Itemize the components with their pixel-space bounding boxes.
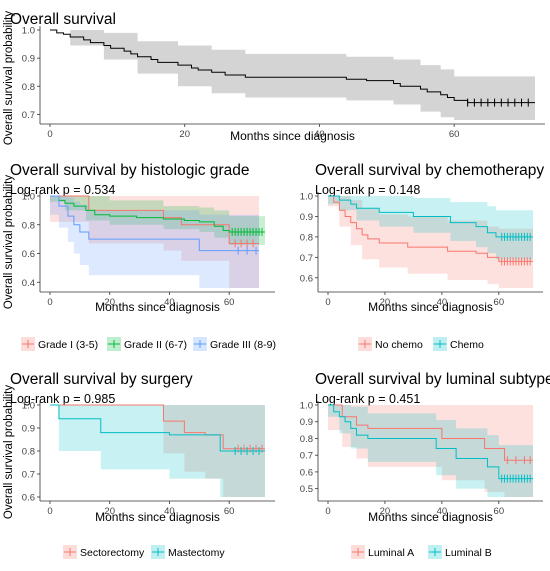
y-axis-label: Overall survival probability [3,11,15,145]
y-tick-label: 0.6 [300,467,313,478]
legend-label: Luminal A [368,547,414,559]
panel-title: Overall survival by histologic grade [10,162,250,179]
y-tick-label: 0.5 [300,484,313,495]
x-axis-label: Months since diagnosis [230,129,355,143]
y-tick-label: 0.9 [22,54,35,65]
x-tick-label: 60 [494,297,505,308]
legend-label: Grade III (8-9) [210,339,276,351]
x-axis-label: Months since diagnosis [95,510,220,524]
x-tick-label: 40 [437,297,448,308]
x-tick-label: 40 [314,129,325,140]
y-tick-label: 1.0 [22,401,35,412]
survival-line-chemo [328,195,533,238]
y-tick-label: 0.8 [22,220,35,231]
y-tick-label: 0.8 [300,434,313,445]
legend-label: Grade II (6-7) [124,339,187,351]
survival-line-grade-iii-8-9- [50,195,260,252]
survival-line-grade-i-3-5- [50,195,260,244]
x-tick-label: 20 [104,506,115,517]
x-tick-label: 0 [47,506,52,517]
legend-label: Mastectomy [168,547,225,559]
y-axis-label: Overall survival probability [3,175,15,309]
legend: Grade I (3-5) Grade II (6-7) Grade III (8-… [21,337,276,351]
panel-luminal: Overall survival by luminal subtype Log-r… [300,371,550,559]
legend-label: Luminal B [445,547,492,559]
x-tick-label: 40 [164,506,175,517]
ci-band-grade-iii-8-9- [50,196,260,288]
y-tick-label: 0.7 [300,253,313,264]
panel-title: Overall survival by surgery [10,371,193,388]
ci-band-sectorectomy [50,405,265,497]
y-tick-label: 0.7 [22,110,35,121]
y-tick-label: 1.0 [22,26,35,37]
y-tick-label: 0.9 [300,417,313,428]
y-tick-label: 0.8 [22,82,35,93]
ci-band-grade-ii-6-7- [50,196,265,245]
x-tick-label: 60 [224,297,235,308]
panel-title: Overall survival by chemotherapy [315,162,544,179]
y-tick-label: 0.9 [22,424,35,435]
panel-subtitle: Log-rank p = 0.148 [315,183,420,197]
ci-band-mastectomy [50,405,265,497]
y-tick-label: 0.4 [22,278,35,289]
legend: No chemo Chemo [358,337,484,351]
survival-line-luminal-b [328,404,533,480]
legend-label: Sectorectomy [80,547,145,559]
y-tick-label: 0.8 [300,232,313,243]
legend: Luminal A Luminal B [351,545,492,559]
x-tick-label: 20 [179,129,190,140]
y-tick-label: 0.6 [22,249,35,260]
y-tick-label: 0.7 [22,470,35,481]
survival-line-mastectomy [50,404,265,452]
x-tick-label: 40 [164,297,175,308]
legend-label: Chemo [450,339,484,351]
x-tick-label: 60 [494,506,505,517]
x-tick-label: 0 [325,506,330,517]
ci-band-grade-i-3-5- [50,196,260,288]
x-tick-label: 0 [47,129,52,140]
y-tick-label: 0.9 [300,212,313,223]
x-tick-label: 20 [380,297,391,308]
panel-title: Overall survival by luminal subtype [315,371,550,388]
x-axis-label: Months since diagnosis [95,300,220,314]
x-axis-label: Months since diagnosis [368,510,493,524]
ci-band-no-chemo [328,196,533,288]
x-tick-label: 0 [47,297,52,308]
survival-line-overall [50,29,535,104]
panel-grade: Overall survival by histologic grade Log-… [3,162,276,351]
panel-subtitle: Log-rank p = 0.451 [315,392,420,406]
panel-subtitle: Log-rank p = 0.534 [10,183,115,197]
y-tick-label: 0.6 [22,493,35,504]
y-tick-label: 1.0 [22,192,35,203]
legend-label: Grade I (3-5) [38,339,98,351]
survival-line-grade-ii-6-7- [50,195,265,233]
legend: Sectorectomy Mastectomy [63,545,225,559]
x-tick-label: 20 [380,506,391,517]
y-tick-label: 0.6 [300,273,313,284]
survival-line-no-chemo [328,195,533,262]
y-tick-label: 1.0 [300,192,313,203]
x-tick-label: 60 [224,506,235,517]
x-axis-label: Months since diagnosis [368,300,493,314]
survival-line-sectorectomy [50,404,265,450]
panel-subtitle: Log-rank p = 0.985 [10,392,115,406]
legend-label: No chemo [375,339,423,351]
panel-chemo: Overall survival by chemotherapy Log-rank… [300,162,544,351]
x-tick-label: 20 [104,297,115,308]
y-tick-label: 0.7 [300,451,313,462]
x-tick-label: 60 [449,129,460,140]
x-tick-label: 0 [325,297,330,308]
x-tick-label: 40 [437,506,448,517]
panel-surgery: Overall survival by surgery Log-rank p = … [3,371,275,559]
panel-overall: Overall survival 0.7 0.8 0.9 1.0 0 20 40 60 Month… [3,11,545,145]
y-tick-label: 0.8 [22,447,35,458]
y-axis-label: Overall survival probability [3,385,15,519]
y-tick-label: 1.0 [300,401,313,412]
panel-title: Overall survival [10,11,116,28]
ci-band-overall [50,30,535,120]
